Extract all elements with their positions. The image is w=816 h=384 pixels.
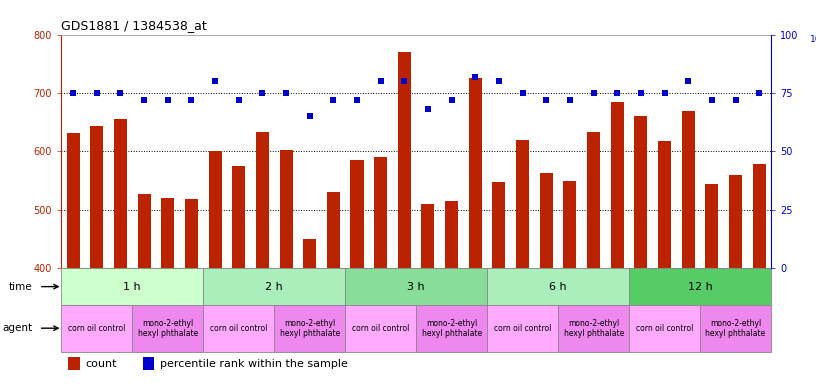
Text: corn oil control: corn oil control xyxy=(68,324,126,333)
Text: GDS1881 / 1384538_at: GDS1881 / 1384538_at xyxy=(61,19,207,32)
Text: time: time xyxy=(9,281,33,291)
Point xyxy=(517,90,530,96)
Point xyxy=(326,97,339,103)
Bar xyxy=(345,268,487,305)
Bar xyxy=(256,132,268,268)
Text: 2 h: 2 h xyxy=(265,281,283,291)
Bar xyxy=(635,116,647,268)
Text: 6 h: 6 h xyxy=(549,281,567,291)
Bar xyxy=(700,305,771,352)
Bar xyxy=(233,166,245,268)
Text: 3 h: 3 h xyxy=(407,281,425,291)
Bar xyxy=(558,305,629,352)
Text: mono-2-ethyl
hexyl phthalate: mono-2-ethyl hexyl phthalate xyxy=(706,319,765,338)
Point xyxy=(730,97,743,103)
Point xyxy=(752,90,765,96)
Point xyxy=(681,78,694,84)
Bar xyxy=(446,201,458,268)
Text: mono-2-ethyl
hexyl phthalate: mono-2-ethyl hexyl phthalate xyxy=(564,319,623,338)
Text: corn oil control: corn oil control xyxy=(494,324,552,333)
Point xyxy=(113,90,127,96)
Text: corn oil control: corn oil control xyxy=(636,324,694,333)
Point xyxy=(256,90,269,96)
Bar xyxy=(493,182,505,268)
Point xyxy=(279,90,292,96)
Point xyxy=(705,97,719,103)
Text: percentile rank within the sample: percentile rank within the sample xyxy=(160,359,348,369)
Point xyxy=(610,90,623,96)
Bar xyxy=(203,268,345,305)
Bar xyxy=(469,78,481,268)
Text: mono-2-ethyl
hexyl phthalate: mono-2-ethyl hexyl phthalate xyxy=(422,319,481,338)
Bar xyxy=(274,305,345,352)
Bar xyxy=(114,119,126,268)
Point xyxy=(350,97,363,103)
Bar xyxy=(422,204,434,268)
Point xyxy=(468,74,481,80)
Bar xyxy=(682,111,694,268)
Bar xyxy=(611,102,623,268)
Bar xyxy=(629,305,700,352)
Bar xyxy=(730,175,742,268)
Bar xyxy=(138,194,150,268)
Bar xyxy=(487,305,558,352)
Point xyxy=(492,78,505,84)
Point xyxy=(208,78,221,84)
Point xyxy=(66,90,80,96)
Bar xyxy=(327,192,339,268)
Bar xyxy=(69,357,80,370)
Text: agent: agent xyxy=(2,323,33,333)
Point xyxy=(232,97,245,103)
Bar xyxy=(61,268,203,305)
Bar xyxy=(185,199,197,268)
Point xyxy=(563,97,576,103)
Bar xyxy=(588,132,600,268)
Bar xyxy=(659,141,671,268)
Bar xyxy=(416,305,487,352)
Point xyxy=(303,113,316,119)
Text: mono-2-ethyl
hexyl phthalate: mono-2-ethyl hexyl phthalate xyxy=(280,319,339,338)
Text: corn oil control: corn oil control xyxy=(210,324,268,333)
Bar xyxy=(398,52,410,268)
Point xyxy=(540,97,553,103)
Bar xyxy=(304,239,316,268)
Point xyxy=(161,97,175,103)
Point xyxy=(90,90,103,96)
Text: 1 h: 1 h xyxy=(123,281,141,291)
Bar xyxy=(706,184,718,268)
Text: 12 h: 12 h xyxy=(688,281,712,291)
Bar xyxy=(162,198,174,268)
Bar xyxy=(351,160,363,268)
Point xyxy=(635,90,648,96)
Bar xyxy=(67,133,79,268)
Bar xyxy=(61,305,132,352)
Point xyxy=(397,78,410,84)
Bar xyxy=(91,126,103,268)
Bar xyxy=(143,357,154,370)
Point xyxy=(658,90,671,96)
Bar xyxy=(280,150,292,268)
Point xyxy=(184,97,197,103)
Bar xyxy=(203,305,274,352)
Bar xyxy=(564,181,576,268)
Point xyxy=(587,90,600,96)
Text: mono-2-ethyl
hexyl phthalate: mono-2-ethyl hexyl phthalate xyxy=(138,319,197,338)
Bar xyxy=(132,305,203,352)
Bar xyxy=(345,305,416,352)
Point xyxy=(445,97,458,103)
Text: count: count xyxy=(86,359,117,369)
Bar xyxy=(540,173,552,268)
Text: corn oil control: corn oil control xyxy=(352,324,410,333)
Bar xyxy=(375,157,387,268)
Bar xyxy=(753,164,765,268)
Point xyxy=(421,106,434,113)
Bar xyxy=(487,268,629,305)
Bar xyxy=(209,152,221,268)
Bar xyxy=(629,268,771,305)
Point xyxy=(374,78,387,84)
Text: 100%: 100% xyxy=(810,35,816,43)
Bar xyxy=(517,140,529,268)
Point xyxy=(137,97,150,103)
